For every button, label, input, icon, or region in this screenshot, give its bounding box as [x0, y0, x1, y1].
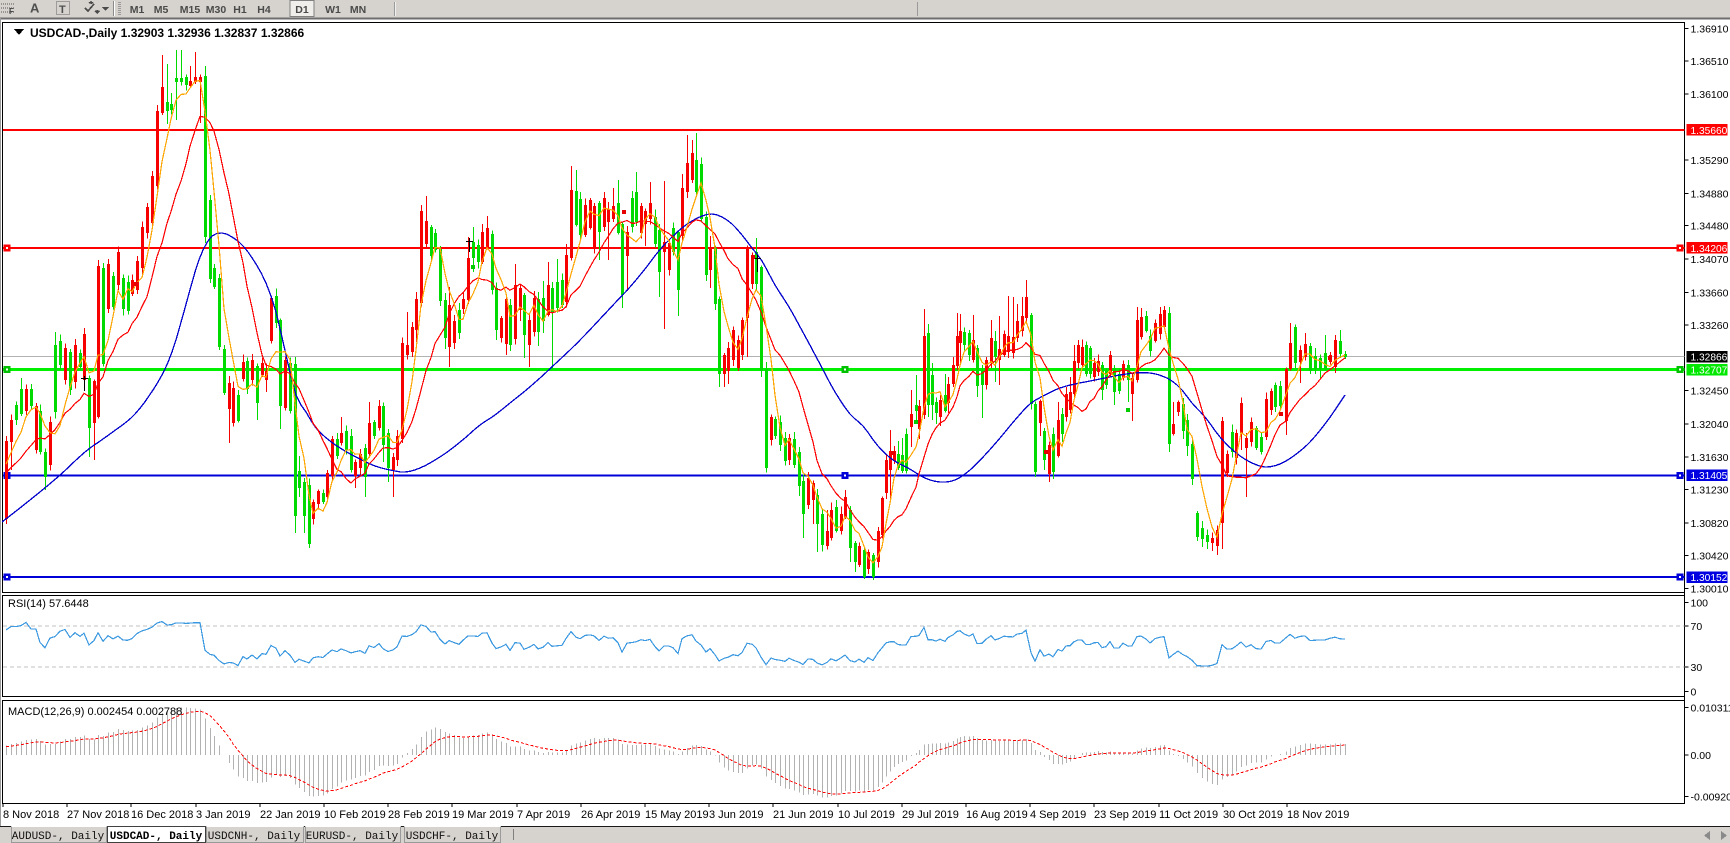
svg-text:M5: M5: [154, 4, 169, 16]
svg-text:1.32707: 1.32707: [1691, 366, 1728, 377]
svg-text:1.32450: 1.32450: [1691, 386, 1729, 398]
svg-text:EURUSD-, Daily: EURUSD-, Daily: [306, 831, 399, 843]
svg-text:18 Nov 2019: 18 Nov 2019: [1287, 809, 1349, 821]
svg-text:1.34480: 1.34480: [1691, 221, 1729, 233]
svg-text:USDCNH-, Daily: USDCNH-, Daily: [208, 831, 301, 843]
svg-text:1.31630: 1.31630: [1691, 452, 1729, 464]
svg-text:1.33260: 1.33260: [1691, 320, 1729, 332]
svg-text:1.36510: 1.36510: [1691, 56, 1729, 68]
svg-text:4 Sep 2019: 4 Sep 2019: [1030, 809, 1086, 821]
svg-text:D1: D1: [295, 4, 309, 16]
svg-text:MACD(12,26,9) 0.002454 0.00278: MACD(12,26,9) 0.002454 0.002788: [8, 706, 182, 718]
svg-text:M15: M15: [180, 4, 201, 16]
svg-text:1.30152: 1.30152: [1691, 573, 1728, 584]
svg-text:100: 100: [1691, 598, 1709, 610]
svg-text:RSI(14) 57.6448: RSI(14) 57.6448: [8, 598, 89, 610]
svg-text:22 Jan 2019: 22 Jan 2019: [260, 809, 321, 821]
svg-text:1.34880: 1.34880: [1691, 188, 1729, 200]
svg-text:1.34070: 1.34070: [1691, 254, 1729, 266]
svg-text:A: A: [30, 1, 40, 16]
svg-text:H4: H4: [257, 4, 271, 16]
svg-text:15 May 2019: 15 May 2019: [645, 809, 709, 821]
svg-text:0.010311: 0.010311: [1691, 702, 1730, 714]
svg-text:USDCHF-, Daily: USDCHF-, Daily: [406, 831, 499, 843]
svg-text:70: 70: [1691, 621, 1703, 633]
svg-text:10 Feb 2019: 10 Feb 2019: [324, 809, 386, 821]
svg-text:28 Feb 2019: 28 Feb 2019: [388, 809, 450, 821]
svg-text:W1: W1: [325, 4, 341, 16]
svg-text:11 Oct 2019: 11 Oct 2019: [1159, 809, 1218, 821]
svg-text:AUDUSD-, Daily: AUDUSD-, Daily: [12, 831, 105, 843]
svg-text:1.33660: 1.33660: [1691, 287, 1729, 299]
svg-text:1.30820: 1.30820: [1691, 518, 1729, 530]
svg-text:10 Jul 2019: 10 Jul 2019: [838, 809, 895, 821]
svg-text:0: 0: [1691, 687, 1697, 699]
svg-text:1.35290: 1.35290: [1691, 155, 1729, 167]
svg-text:1.36910: 1.36910: [1691, 24, 1729, 36]
svg-text:1.30010: 1.30010: [1691, 584, 1729, 596]
svg-text:M1: M1: [130, 4, 145, 16]
svg-text:7 Apr 2019: 7 Apr 2019: [517, 809, 570, 821]
svg-text:USDCAD-,Daily 1.32903 1.32936: USDCAD-,Daily 1.32903 1.32936 1.32837 1.…: [30, 26, 305, 40]
svg-text:M30: M30: [206, 4, 227, 16]
svg-text:19 Mar 2019: 19 Mar 2019: [452, 809, 514, 821]
svg-text:16 Aug 2019: 16 Aug 2019: [966, 809, 1028, 821]
svg-text:1.31230: 1.31230: [1691, 485, 1729, 497]
svg-text:MN: MN: [350, 4, 366, 16]
svg-text:1.31405: 1.31405: [1691, 471, 1728, 482]
svg-text:H1: H1: [233, 4, 247, 16]
svg-text:0.00: 0.00: [1691, 750, 1712, 762]
svg-text:3 Jun 2019: 3 Jun 2019: [709, 809, 763, 821]
svg-text:23 Sep 2019: 23 Sep 2019: [1094, 809, 1156, 821]
svg-text:1.32040: 1.32040: [1691, 419, 1729, 431]
svg-text:1.34206: 1.34206: [1691, 244, 1728, 255]
svg-text:8 Nov 2018: 8 Nov 2018: [3, 809, 59, 821]
svg-text:-0.009203: -0.009203: [1691, 792, 1730, 804]
svg-text:1.32866: 1.32866: [1691, 353, 1728, 364]
svg-text:29 Jul 2019: 29 Jul 2019: [902, 809, 959, 821]
svg-text:30: 30: [1691, 662, 1703, 674]
svg-text:USDCAD-, Daily: USDCAD-, Daily: [110, 831, 203, 843]
svg-text:1.36100: 1.36100: [1691, 89, 1729, 101]
svg-text:21 Jun 2019: 21 Jun 2019: [773, 809, 834, 821]
svg-text:F: F: [9, 7, 14, 16]
svg-text:1.30420: 1.30420: [1691, 550, 1729, 562]
svg-text:3 Jan 2019: 3 Jan 2019: [196, 809, 250, 821]
svg-text:26 Apr 2019: 26 Apr 2019: [581, 809, 640, 821]
svg-text:27 Nov 2018: 27 Nov 2018: [67, 809, 129, 821]
svg-text:30 Oct 2019: 30 Oct 2019: [1223, 809, 1283, 821]
svg-text:16 Dec 2018: 16 Dec 2018: [131, 809, 193, 821]
svg-text:1.35660: 1.35660: [1691, 126, 1728, 137]
svg-text:T: T: [59, 4, 66, 16]
